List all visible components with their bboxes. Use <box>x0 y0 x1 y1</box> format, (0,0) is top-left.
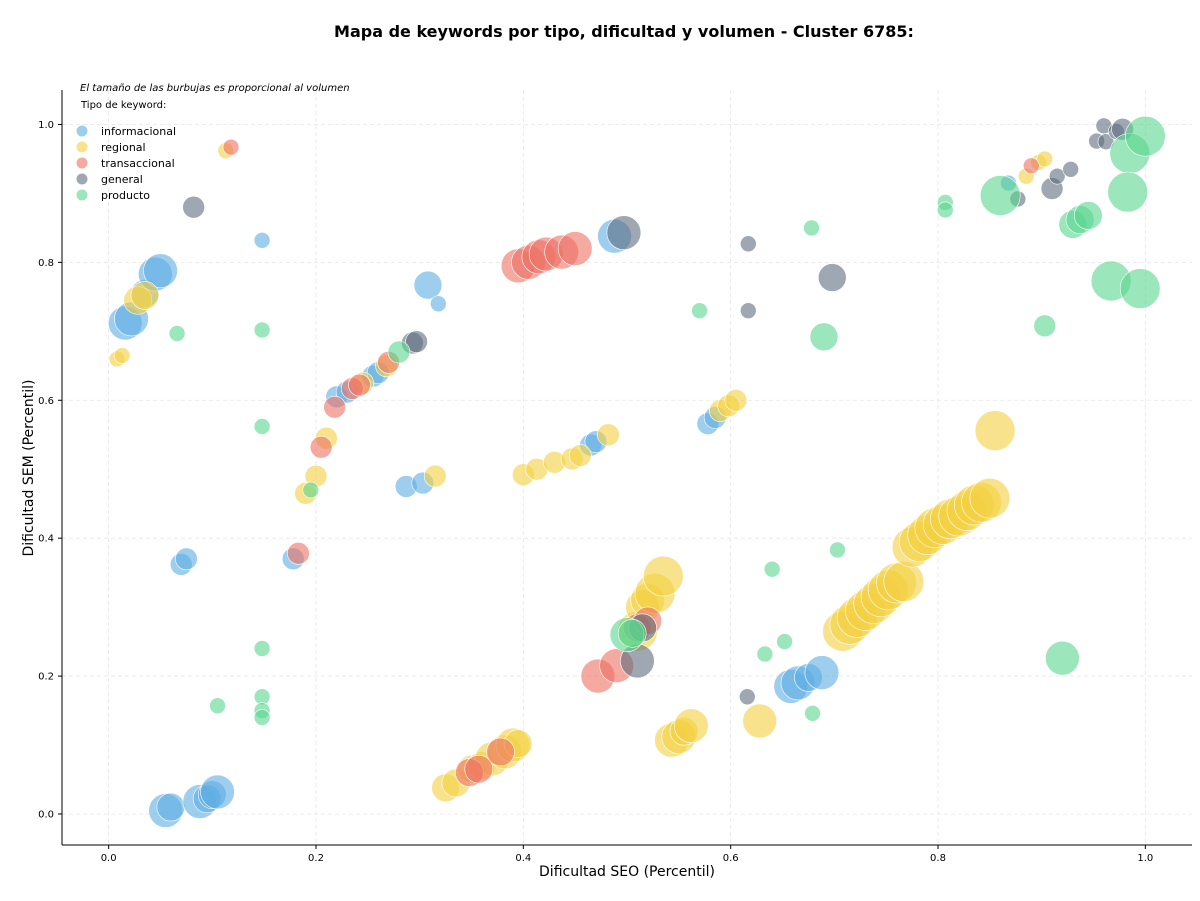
bubble-transaccional <box>348 373 371 397</box>
x-tick-label: 0.0 <box>101 853 117 864</box>
bubble-informacional <box>200 774 235 810</box>
bubble-regional <box>597 423 620 447</box>
x-tick-label: 1.0 <box>1137 853 1153 864</box>
bubble-general <box>182 195 205 219</box>
bubble-producto <box>209 697 226 715</box>
bubbles <box>107 115 1166 828</box>
bubble-informacional <box>143 253 178 288</box>
bubble-producto <box>756 645 774 663</box>
legend-marker-transaccional <box>76 157 88 169</box>
bubble-producto <box>809 322 839 352</box>
legend-marker-producto <box>76 189 88 201</box>
bubble-general <box>1048 167 1066 185</box>
chart-title: Mapa de keywords por tipo, dificultad y … <box>334 22 914 41</box>
bubble-producto <box>617 619 647 648</box>
bubble-producto <box>1119 268 1161 309</box>
bubble-general <box>606 215 642 251</box>
y-tick-label: 0.8 <box>38 258 54 269</box>
legend-label-informacional: informacional <box>101 125 176 138</box>
bubble-general <box>817 263 847 292</box>
x-tick-label: 0.2 <box>308 853 324 864</box>
bubble-transaccional <box>222 138 240 156</box>
bubble-regional <box>974 410 1016 451</box>
y-axis-label: Dificultad SEM (Percentil) <box>21 380 37 557</box>
bubble-regional <box>969 477 1011 519</box>
bubble-producto <box>763 560 781 578</box>
x-tick-label: 0.4 <box>515 853 531 864</box>
bubble-transaccional <box>464 754 494 784</box>
bubble-regional <box>1036 150 1054 168</box>
bubble-producto <box>979 175 1021 216</box>
y-tick-label: 0.2 <box>38 672 54 683</box>
bubble-general <box>739 302 757 319</box>
grid <box>62 90 1192 845</box>
bubble-producto <box>168 325 186 342</box>
bubble-regional <box>113 347 131 364</box>
bubble-producto <box>804 705 821 722</box>
bubble-producto <box>691 302 708 319</box>
y-tick-label: 1.0 <box>38 120 54 131</box>
y-tick-label: 0.0 <box>38 809 54 820</box>
axes: 0.0 0.2 0.4 0.6 0.8 1.0 0.0 0.2 0.4 0.6 0.8 1.0 <box>38 90 1192 864</box>
bubble-regional <box>130 281 160 310</box>
x-tick-label: 0.8 <box>930 853 946 864</box>
bubble-producto <box>1033 314 1057 338</box>
bubble-producto <box>253 321 271 339</box>
legend: informacional regional transaccional genera… <box>76 125 176 202</box>
bubble-producto <box>302 481 320 499</box>
bubble-general <box>1062 160 1080 178</box>
bubble-transaccional <box>486 737 515 767</box>
bubble-general <box>739 235 757 253</box>
bubble-regional <box>883 561 925 602</box>
bubble-regional <box>742 703 777 739</box>
bubble-transaccional <box>323 395 346 419</box>
bubble-producto <box>253 640 271 657</box>
bubble-producto <box>1125 115 1166 157</box>
bubble-regional <box>673 708 709 744</box>
bubble-informacional <box>430 295 447 313</box>
bubble-transaccional <box>287 542 310 565</box>
legend-label-producto: producto <box>101 189 150 202</box>
bubble-producto <box>1107 171 1149 213</box>
legend-label-regional: regional <box>101 141 146 154</box>
bubble-transaccional <box>1023 157 1040 175</box>
bubble-producto <box>776 633 793 650</box>
bubble-regional <box>724 388 748 412</box>
bubble-general <box>738 688 756 706</box>
bubble-transaccional <box>557 231 593 266</box>
bubble-regional <box>569 444 592 467</box>
bubble-informacional <box>253 232 271 249</box>
legend-marker-informacional <box>76 125 88 137</box>
bubble-size-note: El tamaño de las burbujas es proporciona… <box>80 83 350 94</box>
bubble-informacional <box>156 792 186 822</box>
bubble-informacional <box>413 270 443 300</box>
y-tick-label: 0.4 <box>38 534 54 545</box>
bubble-transaccional <box>309 435 333 459</box>
bubble-producto <box>1045 640 1080 676</box>
bubble-regional <box>423 464 447 488</box>
bubble-producto <box>936 201 954 219</box>
bubble-regional <box>642 555 684 597</box>
legend-marker-regional <box>76 141 88 153</box>
legend-title: Tipo de keyword: <box>80 100 166 111</box>
bubble-informacional <box>175 547 198 571</box>
y-tick-label: 0.6 <box>38 396 54 407</box>
bubble-informacional <box>804 655 840 690</box>
x-tick-label: 0.6 <box>723 853 739 864</box>
bubble-producto <box>253 418 271 435</box>
bubble-producto <box>1074 201 1103 230</box>
bubble-producto <box>253 709 271 726</box>
bubble-producto <box>803 219 820 237</box>
bubble-producto <box>387 340 411 364</box>
x-axis-label: Dificultad SEO (Percentil) <box>539 864 715 880</box>
bubble-producto <box>829 541 846 559</box>
bubble-general <box>405 330 428 353</box>
legend-label-general: general <box>101 173 143 186</box>
legend-label-transaccional: transaccional <box>101 157 175 170</box>
legend-marker-general <box>76 173 88 185</box>
